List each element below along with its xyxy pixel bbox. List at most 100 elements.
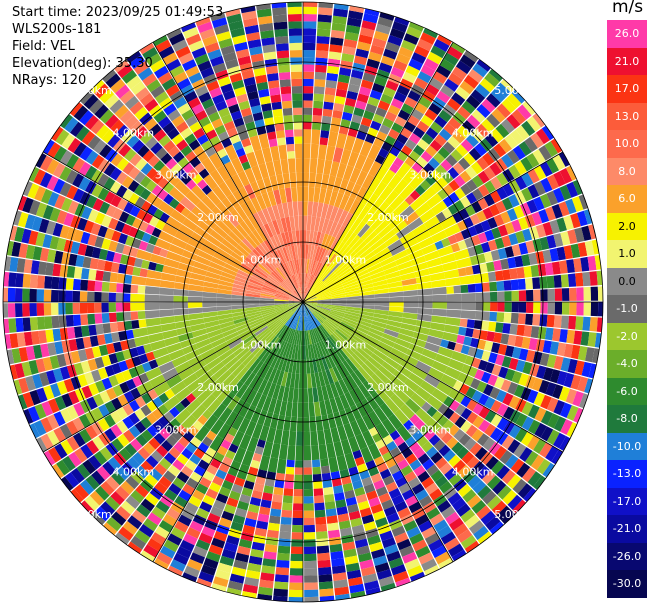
ppi-gate: [350, 420, 362, 437]
ppi-gate: [157, 404, 169, 416]
ppi-gate: [245, 235, 258, 249]
ppi-gate: [297, 402, 303, 418]
ppi-gate: [122, 349, 132, 360]
ppi-gate: [303, 296, 317, 302]
ppi-gate: [137, 311, 146, 320]
ppi-gate: [277, 355, 286, 371]
ppi-gate: [152, 347, 169, 359]
ppi-gate: [193, 127, 206, 139]
ppi-gate: [507, 334, 517, 346]
ppi-gate: [250, 548, 264, 558]
ppi-gate: [58, 290, 66, 302]
ppi-gate: [289, 297, 303, 302]
ppi-gate: [424, 108, 438, 121]
ppi-gate: [474, 447, 488, 461]
ppi-gate: [472, 264, 481, 275]
ppi-gate: [273, 115, 284, 125]
ppi-gate: [504, 302, 512, 313]
ppi-gate: [331, 306, 346, 311]
ppi-gate: [387, 34, 403, 47]
ppi-gate: [150, 253, 166, 265]
ppi-gate: [417, 470, 430, 483]
ppi-gate: [341, 53, 355, 63]
ppi-gate: [35, 153, 47, 168]
ppi-gate: [509, 323, 518, 335]
ppi-gate: [15, 317, 24, 333]
ppi-gate: [587, 332, 597, 347]
ppi-gate: [518, 290, 527, 302]
ppi-gate: [102, 69, 117, 83]
ppi-gate: [314, 401, 321, 417]
ppi-gate: [147, 512, 162, 526]
ppi-gate: [490, 302, 498, 312]
azimuth-spoke: [302, 151, 563, 303]
ppi-gate: [303, 302, 306, 317]
ppi-gate: [527, 389, 539, 404]
ppi-gate: [367, 144, 381, 161]
ppi-gate: [98, 404, 110, 418]
ppi-gate: [361, 157, 375, 174]
ppi-gate: [316, 158, 325, 174]
ppi-gate: [129, 120, 144, 134]
ppi-gate: [433, 39, 450, 52]
ppi-gate: [482, 152, 495, 166]
ppi-gate: [162, 513, 177, 527]
ppi-gate: [289, 275, 298, 290]
ppi-gate: [145, 367, 162, 381]
ppi-gate: [238, 538, 253, 549]
ppi-gate: [257, 210, 268, 225]
ppi-gate: [211, 337, 226, 348]
ppi-gate: [388, 286, 404, 293]
ppi-gate: [286, 313, 296, 327]
ppi-gate: [452, 162, 465, 175]
ppi-gate: [169, 32, 185, 46]
ppi-gate: [156, 445, 169, 458]
ppi-gate: [64, 472, 80, 488]
ppi-gate: [40, 188, 53, 204]
ppi-gate: [313, 481, 323, 489]
ppi-gate: [363, 338, 378, 349]
ppi-gate: [358, 314, 374, 321]
ppi-gate: [320, 233, 329, 249]
ppi-gate: [303, 287, 306, 302]
ppi-gate: [344, 452, 357, 469]
ppi-gate: [197, 442, 209, 453]
ppi-gate: [403, 307, 418, 314]
ppi-gate: [85, 195, 98, 209]
ppi-gate: [303, 488, 314, 497]
ppi-gate: [263, 223, 274, 238]
ppi-gate: [95, 380, 106, 393]
ppi-gate: [297, 186, 303, 202]
ppi-gate: [490, 413, 503, 427]
ppi-gate: [375, 201, 390, 217]
ppi-gate: [374, 154, 386, 165]
ppi-gate: [329, 397, 339, 414]
field-text: Field: VEL: [12, 39, 75, 54]
ppi-gate: [303, 330, 306, 346]
ppi-gate: [183, 430, 195, 442]
ppi-gate: [472, 415, 485, 429]
ppi-gate: [187, 302, 203, 308]
ppi-gate: [134, 196, 146, 209]
ppi-gate: [274, 250, 284, 265]
ppi-gate: [104, 400, 116, 414]
ppi-gate: [374, 369, 389, 384]
ppi-gate: [70, 121, 84, 137]
ppi-gate: [21, 228, 32, 244]
ppi-gate: [454, 200, 465, 212]
ppi-gate: [173, 71, 188, 84]
ppi-gate: [294, 330, 299, 345]
ppi-gate: [88, 269, 97, 281]
ppi-gate: [306, 315, 311, 331]
ppi-gate: [381, 261, 397, 271]
ppi-gate: [94, 83, 110, 99]
ppi-gate: [314, 79, 326, 88]
ppi-gate: [526, 199, 538, 214]
ppi-gate: [148, 359, 159, 370]
ppi-gate: [243, 217, 256, 233]
ppi-gate: [567, 229, 578, 244]
ppi-gate: [259, 225, 270, 240]
ppi-gate: [339, 409, 350, 426]
ppi-gate: [346, 374, 358, 390]
ppi-gate: [192, 545, 208, 558]
